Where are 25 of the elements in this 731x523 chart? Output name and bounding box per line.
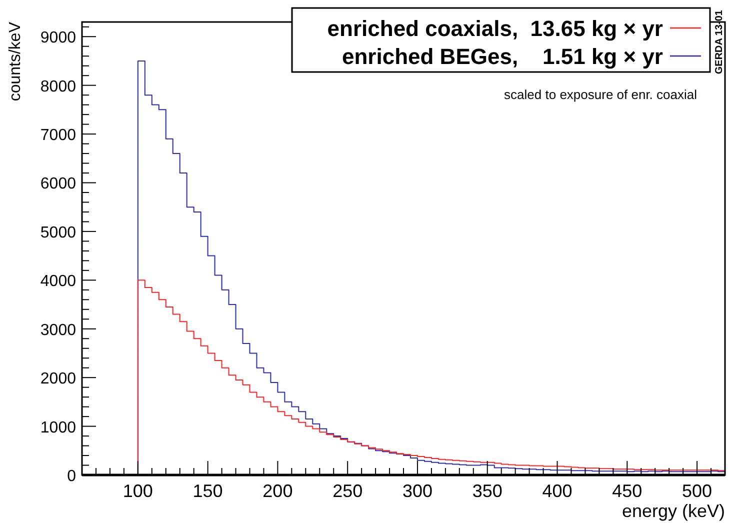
x-tick-label: 350 bbox=[472, 481, 502, 501]
y-tick-label: 9000 bbox=[40, 30, 76, 47]
x-tick-label: 100 bbox=[122, 481, 153, 501]
annotation: scaled to exposure of enr. coaxial bbox=[504, 87, 698, 102]
x-tick-label: 500 bbox=[682, 481, 712, 501]
y-tick-label: 3000 bbox=[40, 322, 76, 339]
y-tick-label: 5000 bbox=[40, 224, 76, 242]
y-tick-label: 6000 bbox=[40, 176, 76, 193]
x-tick-label: 150 bbox=[192, 481, 223, 501]
y-tick-label: 0 bbox=[67, 468, 76, 485]
y-tick-label: 1000 bbox=[40, 419, 76, 436]
x-tick-label: 400 bbox=[542, 481, 572, 501]
y-tick-label: 2000 bbox=[40, 370, 76, 388]
annotation: GERDA 13-01 bbox=[714, 10, 725, 74]
y-tick-label: 7000 bbox=[40, 127, 76, 144]
y-tick-label: 8000 bbox=[40, 78, 76, 96]
x-tick-label: 250 bbox=[332, 481, 363, 501]
legend-label: enriched BEGes, 1.51 kg × yr bbox=[342, 44, 664, 69]
y-tick-label: 4000 bbox=[40, 273, 76, 290]
legend-label: enriched coaxials, 13.65 kg × yr bbox=[327, 16, 664, 41]
x-tick-label: 450 bbox=[612, 481, 642, 501]
x-tick-label: 300 bbox=[402, 481, 432, 501]
y-axis-title: counts/keV bbox=[7, 22, 24, 102]
x-axis-title: energy (keV) bbox=[622, 501, 725, 521]
x-tick-label: 200 bbox=[262, 481, 293, 501]
